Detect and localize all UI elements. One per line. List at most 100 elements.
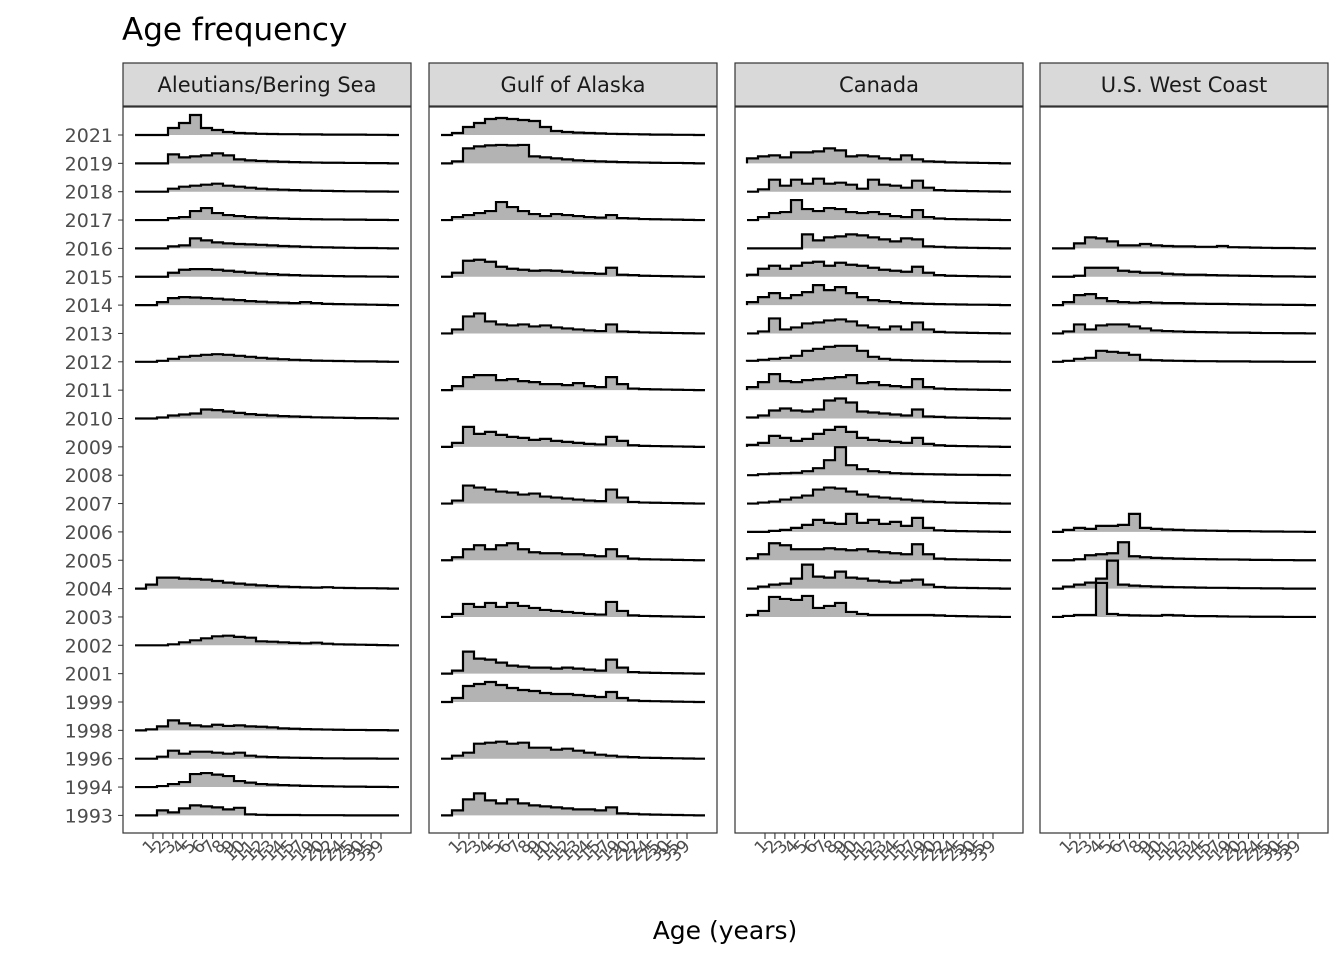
ridge-line-2010 xyxy=(135,408,399,420)
facet-panel: Gulf of Alaska12345678910111213141517192… xyxy=(428,62,718,866)
ridge-line-2001 xyxy=(441,650,705,675)
y-tick-label: 1993 xyxy=(65,805,113,827)
x-axis-label: Age (years) xyxy=(653,916,798,945)
ridge-line-2016 xyxy=(135,237,399,250)
y-tick-label: 2016 xyxy=(65,238,113,260)
y-tick-label: 2014 xyxy=(65,295,113,317)
ridge-line-2007 xyxy=(441,484,705,505)
ridge-area-2007 xyxy=(441,485,705,504)
ridge-area-2013 xyxy=(747,318,1011,334)
ridge-line-2011 xyxy=(441,374,705,392)
ridge-area-2009 xyxy=(441,426,705,447)
ridge-line-2015 xyxy=(441,258,705,278)
panel-border xyxy=(734,106,1024,834)
ridge-line-2012 xyxy=(1052,349,1316,363)
ridge-line-2015 xyxy=(745,260,1011,278)
facet-strip xyxy=(1039,62,1329,107)
y-tick-label: 2011 xyxy=(65,380,113,402)
ridge-area-2003 xyxy=(1052,582,1316,617)
ridge-area-2009 xyxy=(747,426,1011,447)
y-tick-label: 2009 xyxy=(65,437,113,459)
ridge-area-2017 xyxy=(441,202,705,221)
y-tick-label: 2015 xyxy=(65,267,113,289)
ridge-area-2015 xyxy=(135,269,399,277)
facet-panel: Canada1234567891011121314151719202224253… xyxy=(734,62,1024,866)
ridge-line-2019 xyxy=(441,143,705,165)
panels: Aleutians/Bering Sea12345678910111213141… xyxy=(122,62,1329,866)
ridge-line-2009 xyxy=(745,425,1011,448)
ridge-line-1993 xyxy=(135,804,399,817)
ridge-line-2019 xyxy=(135,152,399,165)
ridge-line-2018 xyxy=(747,177,1011,193)
ridge-line-2016 xyxy=(1052,236,1316,250)
ridge-area-2004 xyxy=(1052,560,1316,589)
ridge-line-2005 xyxy=(441,542,705,562)
ridge-line-2017 xyxy=(135,206,399,222)
y-tick-label: 2007 xyxy=(65,494,113,516)
ridge-line-1998 xyxy=(135,719,399,732)
y-tick-label: 2010 xyxy=(65,409,113,431)
ridge-area-2021 xyxy=(135,115,399,135)
y-tick-label: 2008 xyxy=(65,465,113,487)
ridge-area-1993 xyxy=(135,805,399,816)
ridge-line-2008 xyxy=(747,446,1011,477)
ridge-line-2006 xyxy=(1052,512,1316,533)
ridge-line-2005 xyxy=(1052,541,1316,562)
y-tick-label: 2001 xyxy=(65,664,113,686)
ridge-line-2018 xyxy=(135,182,399,193)
y-tick-label: 1998 xyxy=(65,720,113,742)
facet-strip xyxy=(122,62,412,107)
ridge-area-1994 xyxy=(135,773,399,788)
ridge-line-1996 xyxy=(441,740,705,760)
ridge-line-2014 xyxy=(745,284,1011,307)
y-tick-label: 2005 xyxy=(65,550,113,572)
y-tick-label: 2013 xyxy=(65,323,113,345)
ridge-line-2002 xyxy=(135,634,399,647)
panel-border xyxy=(1039,106,1329,834)
ridge-area-1993 xyxy=(441,793,705,816)
facet-strip-label: U.S. West Coast xyxy=(1101,73,1268,97)
ridge-line-2010 xyxy=(745,397,1011,420)
ridge-line-2014 xyxy=(135,296,399,307)
ridge-line-2015 xyxy=(135,268,399,278)
ridge-area-2019 xyxy=(441,144,705,164)
ridge-line-2017 xyxy=(747,198,1011,222)
ridge-area-2005 xyxy=(1052,542,1316,561)
y-tick-label: 2017 xyxy=(65,210,113,232)
y-tick-label: 1996 xyxy=(65,749,113,771)
facet-strip-label: Canada xyxy=(839,73,919,97)
facet-strip-label: Gulf of Alaska xyxy=(500,73,645,97)
ridge-line-2012 xyxy=(135,353,399,363)
y-tick-label: 2021 xyxy=(65,125,113,147)
ridge-area-2011 xyxy=(441,375,705,391)
chart-title: Age frequency xyxy=(122,12,347,48)
y-tick-label: 1999 xyxy=(65,692,113,714)
ridge-line-2009 xyxy=(441,425,705,448)
y-tick-label: 2004 xyxy=(65,579,113,601)
ridge-line-2004 xyxy=(747,563,1011,590)
ridge-line-1999 xyxy=(441,680,705,704)
ridge-area-2001 xyxy=(441,651,705,674)
ridge-area-2017 xyxy=(747,200,1011,221)
y-tick-label: 2002 xyxy=(65,635,113,657)
ridge-area-2021 xyxy=(441,118,705,135)
panel-border xyxy=(428,106,718,834)
ridge-area-2013 xyxy=(1052,324,1316,334)
ridge-area-2010 xyxy=(747,398,1011,419)
y-tick-label: 2012 xyxy=(65,352,113,374)
y-tick-label: 1994 xyxy=(65,777,113,799)
ridge-line-2003 xyxy=(441,600,705,619)
ridge-line-2013 xyxy=(1052,323,1316,335)
ridge-line-1994 xyxy=(135,771,399,789)
ridge-line-2019 xyxy=(745,147,1011,165)
ridge-line-2007 xyxy=(747,486,1011,505)
ridge-line-2016 xyxy=(747,233,1011,250)
ridge-line-2004 xyxy=(135,576,399,590)
ridge-line-2013 xyxy=(441,312,705,335)
ridge-line-2013 xyxy=(747,317,1011,335)
y-tick-label: 2006 xyxy=(65,522,113,544)
ridge-line-2011 xyxy=(745,373,1011,392)
facet-panel: U.S. West Coast1234567891011121314151719… xyxy=(1039,62,1329,866)
ridge-area-2004 xyxy=(747,564,1011,589)
ridge-line-2017 xyxy=(441,200,705,222)
